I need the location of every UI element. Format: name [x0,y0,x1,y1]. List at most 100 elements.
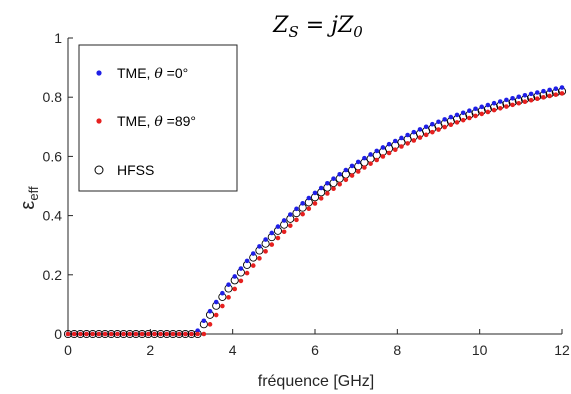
y-axis-label: εeff [17,186,41,210]
data-point [479,111,485,117]
data-point [553,92,559,97]
data-point [547,93,552,99]
data-point [226,282,231,287]
data-point [84,331,89,337]
data-point [535,90,540,95]
data-point [201,318,207,324]
data-point [436,127,441,132]
data-point [300,201,305,206]
data-point [238,278,244,284]
legend-label-tme-89: TME, θ =89° [117,113,196,130]
data-point [460,110,466,116]
chart-title: ZS = jZ0 [272,13,363,41]
data-point [454,112,460,118]
data-point [125,329,134,339]
data-point [337,181,343,187]
y-tick-label: 0.2 [43,267,63,283]
data-point [559,91,565,96]
data-point [312,201,318,206]
data-point [127,331,133,337]
data-point [294,217,299,223]
data-point [423,132,429,138]
data-point [411,138,417,143]
y-tick-label: 1 [54,30,62,46]
data-point [288,223,293,228]
data-point [101,329,110,339]
data-point [528,91,534,97]
data-point [232,286,238,292]
data-point [467,115,472,121]
data-point [263,237,268,242]
data-point [374,148,380,154]
data-point [516,94,522,100]
data-point [102,331,108,337]
data-point [71,331,77,337]
data-point [411,129,417,135]
data-point [318,185,324,191]
y-tick-label: 0 [54,326,62,342]
data-point [343,167,349,173]
data-point [113,329,122,339]
data-point [300,211,305,217]
data-point [269,242,275,247]
data-markers [63,85,567,339]
data-point [226,295,231,300]
data-point [195,331,200,337]
data-point [138,329,147,339]
data-point [547,87,552,93]
data-point [423,124,429,130]
legend-marker-tme-89 [96,118,102,124]
data-point [343,177,349,183]
data-point [430,129,435,135]
data-point [139,331,145,337]
data-point [380,154,386,159]
data-point [417,135,423,140]
data-point [181,329,190,339]
data-point [522,99,528,104]
data-point [175,329,184,339]
data-point [275,235,281,241]
data-point [107,329,116,339]
data-point [244,258,250,264]
data-point [152,331,157,337]
x-axis-label: fréquence [GHz] [258,373,375,390]
data-point [331,176,336,181]
data-point [207,308,213,314]
data-point [405,141,410,146]
data-point [368,152,373,157]
y-tick-label: 0.8 [43,89,63,105]
data-point [504,97,509,103]
data-point [392,147,398,153]
data-point [325,191,330,196]
data-point [162,329,171,339]
data-point [108,331,114,337]
data-point [88,329,97,339]
data-point [213,312,219,318]
series-1 [65,91,565,337]
data-point [90,331,95,337]
data-point [220,290,225,296]
data-point [65,331,71,337]
data-point [281,229,287,235]
data-point [553,86,559,91]
data-point [220,303,225,309]
data-point [541,95,546,100]
x-tick-label: 0 [64,342,72,358]
data-point [436,119,441,125]
data-point [170,331,176,337]
data-point [460,117,466,123]
data-point [168,329,178,339]
data-point [156,329,165,339]
data-point [131,329,140,339]
y-tick-label: 0.4 [43,208,63,224]
data-point [355,169,361,174]
data-point [510,102,515,108]
legend-label-tme-0: TME, θ =0° [117,65,188,82]
data-point [491,100,497,106]
data-point [522,92,528,98]
legend: TME, θ =0° TME, θ =89° HFSS [78,44,238,192]
legend-marker-hfss [94,165,104,175]
data-point [63,329,73,339]
data-point [145,331,151,337]
data-point [94,329,103,339]
